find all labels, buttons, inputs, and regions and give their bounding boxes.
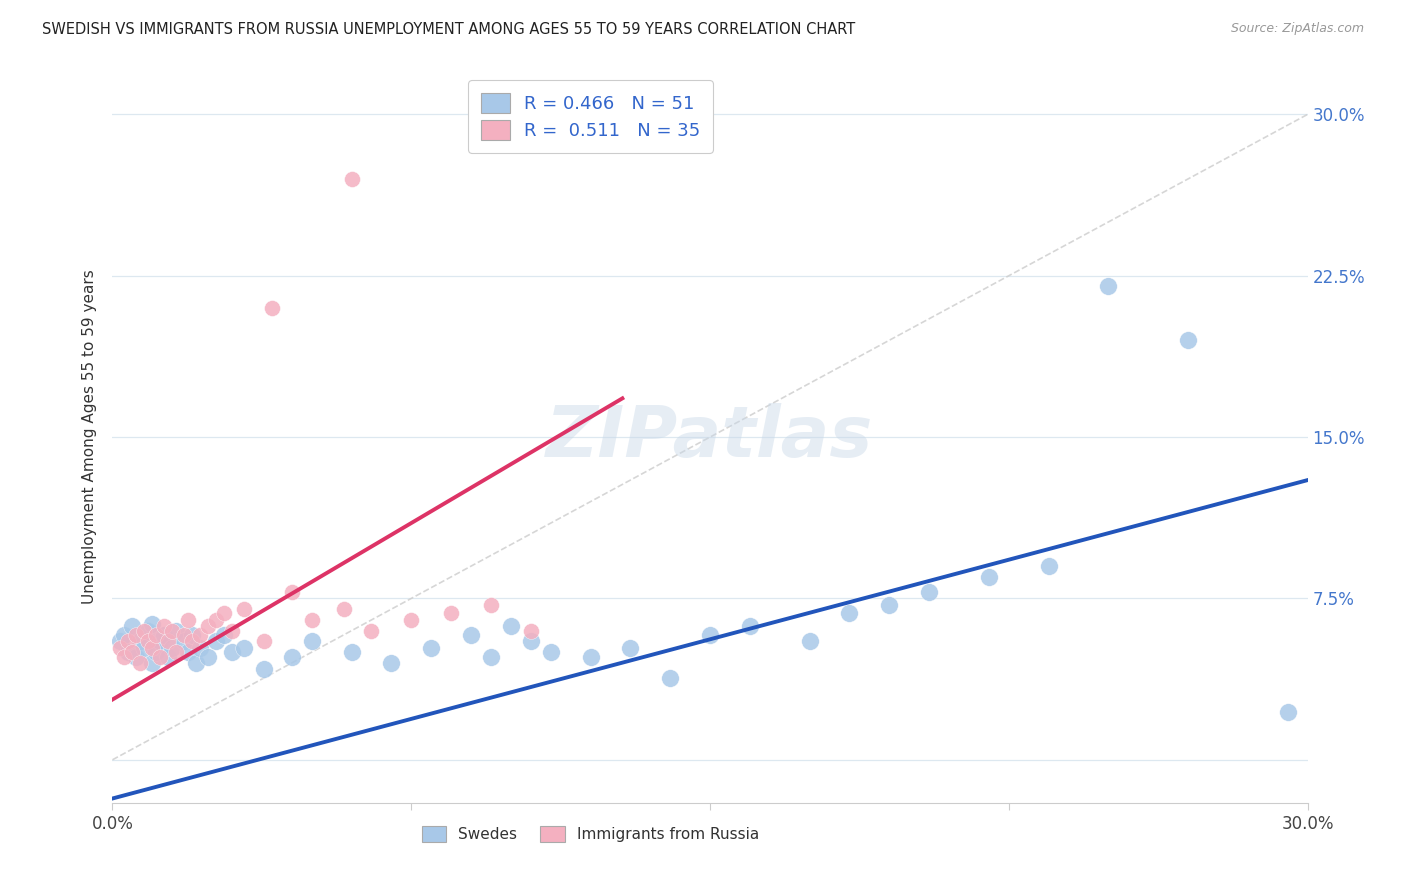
Point xyxy=(499,619,522,633)
Point xyxy=(165,624,187,638)
Point xyxy=(165,645,187,659)
Point xyxy=(188,628,211,642)
Point xyxy=(233,602,256,616)
Point xyxy=(659,671,682,685)
Text: SWEDISH VS IMMIGRANTS FROM RUSSIA UNEMPLOYMENT AMONG AGES 55 TO 59 YEARS CORRELA: SWEDISH VS IMMIGRANTS FROM RUSSIA UNEMPL… xyxy=(42,22,855,37)
Point xyxy=(186,656,208,670)
Point xyxy=(520,624,543,638)
Point xyxy=(134,640,156,655)
Point xyxy=(153,628,176,642)
Point xyxy=(129,656,152,670)
Point xyxy=(173,628,195,642)
Point xyxy=(301,634,323,648)
Point xyxy=(281,649,304,664)
Point xyxy=(149,634,172,648)
Point xyxy=(479,649,502,664)
Point xyxy=(145,628,167,642)
Point xyxy=(1038,559,1060,574)
Point xyxy=(121,619,143,633)
Point xyxy=(699,628,721,642)
Point xyxy=(149,649,172,664)
Point xyxy=(221,645,243,659)
Point xyxy=(138,634,160,648)
Text: Source: ZipAtlas.com: Source: ZipAtlas.com xyxy=(1230,22,1364,36)
Point xyxy=(121,645,143,659)
Point xyxy=(145,645,167,659)
Point xyxy=(540,645,562,659)
Point xyxy=(205,634,228,648)
Point xyxy=(1177,333,1199,347)
Point xyxy=(141,617,163,632)
Point xyxy=(281,585,304,599)
Point xyxy=(918,585,941,599)
Point xyxy=(977,570,1000,584)
Point xyxy=(253,634,276,648)
Point xyxy=(212,628,235,642)
Point xyxy=(619,640,641,655)
Point xyxy=(141,656,163,670)
Point xyxy=(799,634,821,648)
Point xyxy=(181,628,204,642)
Point xyxy=(177,645,200,659)
Point xyxy=(301,613,323,627)
Point xyxy=(579,649,602,664)
Point xyxy=(1277,706,1299,720)
Point xyxy=(173,634,195,648)
Point xyxy=(125,649,148,664)
Point xyxy=(460,628,482,642)
Point xyxy=(153,619,176,633)
Point xyxy=(110,634,132,648)
Point xyxy=(440,607,463,621)
Point xyxy=(479,598,502,612)
Point xyxy=(332,602,354,616)
Point xyxy=(117,645,139,659)
Point xyxy=(253,662,276,676)
Y-axis label: Unemployment Among Ages 55 to 59 years: Unemployment Among Ages 55 to 59 years xyxy=(82,269,97,605)
Point xyxy=(260,301,283,315)
Point xyxy=(838,607,860,621)
Point xyxy=(157,634,180,648)
Text: ZIPatlas: ZIPatlas xyxy=(547,402,873,472)
Point xyxy=(114,649,135,664)
Point xyxy=(420,640,443,655)
Point xyxy=(380,656,402,670)
Point xyxy=(129,634,152,648)
Point xyxy=(117,634,139,648)
Point xyxy=(1097,279,1119,293)
Point xyxy=(181,634,204,648)
Point xyxy=(221,624,243,638)
Point xyxy=(401,613,423,627)
Point xyxy=(212,607,235,621)
Point xyxy=(197,649,219,664)
Point xyxy=(138,624,160,638)
Point xyxy=(114,628,135,642)
Point xyxy=(157,649,180,664)
Point xyxy=(141,640,163,655)
Point xyxy=(162,640,183,655)
Point xyxy=(360,624,382,638)
Point xyxy=(134,624,156,638)
Point xyxy=(879,598,901,612)
Point xyxy=(197,619,219,633)
Point xyxy=(340,645,363,659)
Legend: Swedes, Immigrants from Russia: Swedes, Immigrants from Russia xyxy=(415,818,766,850)
Point xyxy=(233,640,256,655)
Point xyxy=(177,613,200,627)
Point xyxy=(205,613,228,627)
Point xyxy=(188,640,211,655)
Point xyxy=(162,624,183,638)
Point xyxy=(738,619,761,633)
Point xyxy=(340,172,363,186)
Point xyxy=(110,640,132,655)
Point xyxy=(520,634,543,648)
Point xyxy=(125,628,148,642)
